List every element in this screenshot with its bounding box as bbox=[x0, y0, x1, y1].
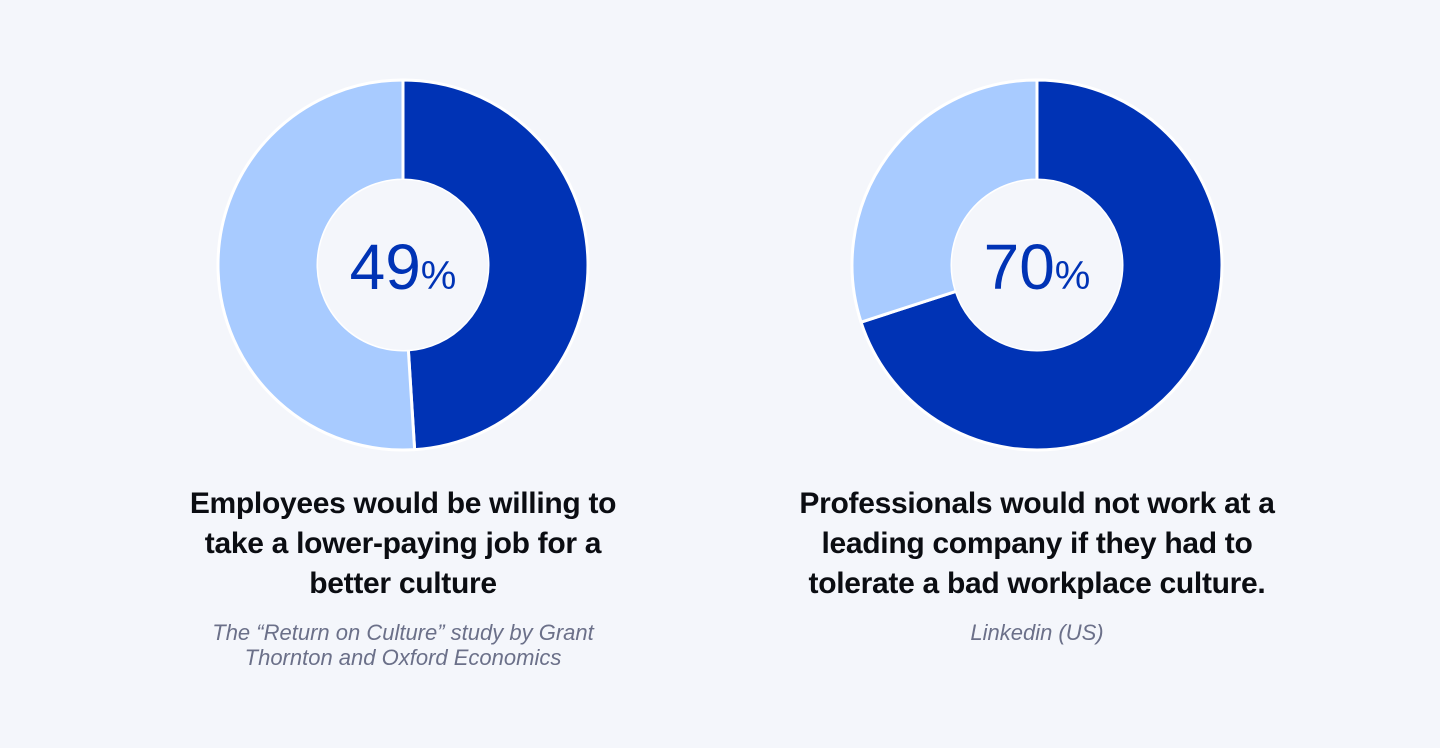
chart-title: Employees would be willing to take a low… bbox=[189, 487, 617, 600]
chart: 49% 70% bbox=[216, 78, 1224, 452]
chart-source: Linkedin (US) bbox=[970, 620, 1104, 645]
center-label: 70% bbox=[984, 231, 1091, 303]
chart-source: The “Return on Culture” study by Grant T… bbox=[212, 620, 594, 670]
donut-hole bbox=[952, 180, 1122, 350]
chart-title: Professionals would not work at a leadin… bbox=[799, 487, 1275, 600]
donut-hole bbox=[318, 180, 488, 350]
center-label: 49% bbox=[350, 231, 457, 303]
